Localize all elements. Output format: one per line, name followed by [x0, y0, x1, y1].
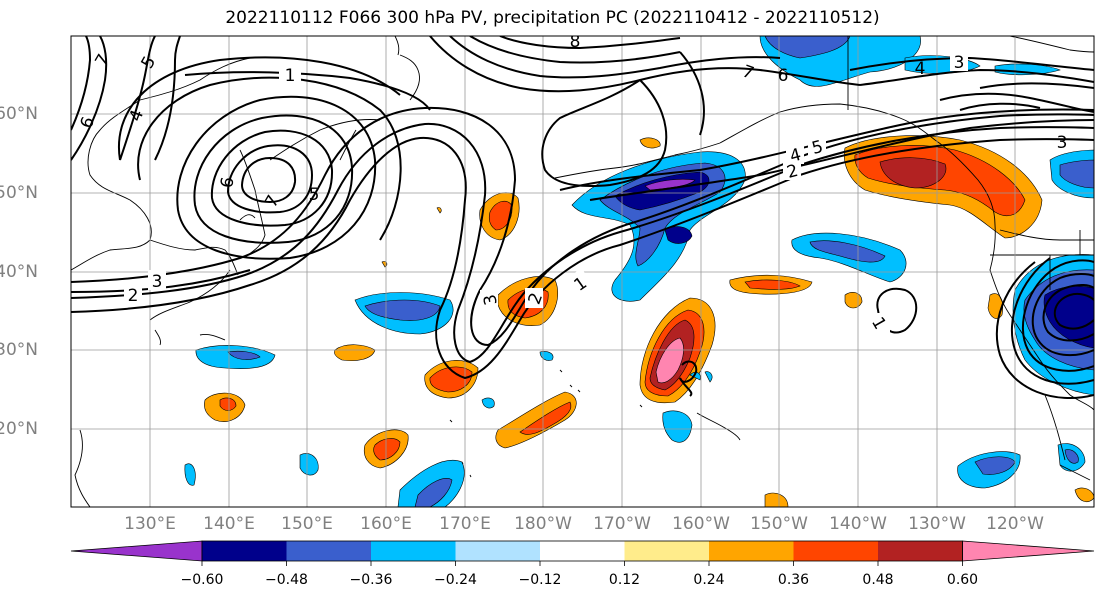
contour-label: 6 — [217, 175, 239, 189]
lat-label-60n: 60°N — [0, 104, 38, 124]
lat-lon-grid — [71, 36, 1094, 507]
colorbar-swatch — [540, 541, 625, 561]
map-frame — [70, 35, 1095, 508]
lon-label-140e: 140°E — [203, 514, 255, 534]
lon-label-120w: 120°W — [986, 514, 1044, 534]
lon-label-180w: 180°W — [514, 514, 572, 534]
lat-label-50n: 50°N — [0, 183, 38, 203]
colorbar-swatch — [624, 541, 709, 561]
contour-label: 5 — [810, 137, 826, 159]
colorbar-tick-label: 0.12 — [608, 572, 641, 588]
colorbar-swatch — [286, 541, 371, 561]
colorbar-swatch — [878, 541, 963, 561]
lon-label-150w: 150°W — [750, 514, 808, 534]
lon-label-130e: 130°E — [124, 514, 176, 534]
colorbar-extend-high — [962, 540, 1095, 562]
map-plot-area: 1 1 1 2 2 2 3 3 3 3 4 4 5 5 6 6 7 — [71, 32, 1094, 507]
lon-label-170e: 170°E — [439, 514, 491, 534]
colorbar-tick-label: −0.36 — [349, 572, 393, 588]
lon-label-170w: 170°W — [593, 514, 651, 534]
contour-label: 6 — [778, 66, 789, 86]
colorbar-tick-label: 0.48 — [862, 572, 894, 588]
contour-label: 3 — [954, 53, 965, 73]
colorbar-swatch — [793, 541, 878, 561]
contour-label: 3 — [152, 272, 163, 292]
colorbar-tick-label: −0.12 — [518, 572, 562, 588]
lat-label-20n: 20°N — [0, 419, 38, 439]
colorbar-tick-label: −0.60 — [180, 572, 224, 588]
map-title: 2022110112 F066 300 hPa PV, precipitatio… — [225, 8, 880, 28]
colorbar-tick-label: 0.24 — [693, 572, 725, 588]
colorbar-tick-label: −0.48 — [265, 572, 308, 588]
contour-label: 4 — [788, 145, 804, 167]
contour-label: 4 — [915, 59, 926, 79]
colorbar-swatch — [709, 541, 794, 561]
colorbar-extend-low — [70, 540, 203, 562]
lat-label-30n: 30°N — [0, 340, 38, 360]
colorbar — [70, 540, 1095, 566]
contour-label: 2 — [128, 286, 139, 306]
lon-label-130w: 130°W — [908, 514, 966, 534]
colorbar-swatch — [202, 541, 287, 561]
contour-label: 3 — [1057, 133, 1068, 153]
contour-label: 1 — [285, 66, 296, 86]
lat-label-40n: 40°N — [0, 262, 38, 282]
colorbar-swatch — [371, 541, 456, 561]
coastlines — [71, 36, 1094, 507]
colorbar-swatch — [455, 541, 540, 561]
colorbar-tick-label: 0.60 — [946, 572, 979, 588]
colorbar-tick-label: 0.36 — [777, 572, 810, 588]
lon-label-140w: 140°W — [829, 514, 887, 534]
contour-label: 8 — [570, 32, 581, 52]
contour-label: 3 — [480, 293, 502, 307]
lon-label-160w: 160°W — [672, 514, 730, 534]
contour-label: 2 — [785, 161, 801, 183]
colorbar-tick-label: −0.24 — [434, 572, 477, 588]
pv-contours — [71, 36, 1094, 399]
lon-label-150e: 150°E — [281, 514, 333, 534]
lon-label-160e: 160°E — [360, 514, 412, 534]
contour-label: 5 — [309, 185, 320, 205]
